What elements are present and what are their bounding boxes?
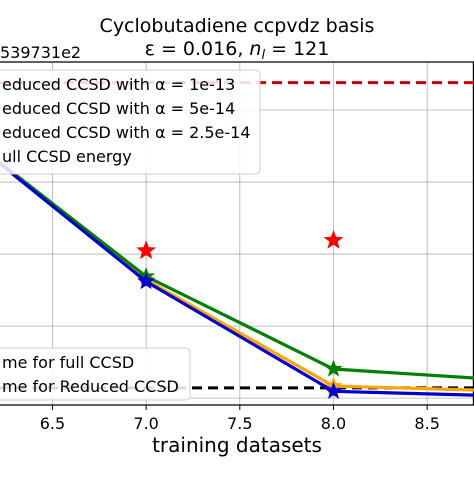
legend-top-label: educed CCSD with α = 5e-14 bbox=[2, 99, 235, 118]
chart-title: Cyclobutadiene ccpvdz basis bbox=[100, 15, 375, 37]
subtitle-sub: l bbox=[261, 48, 265, 63]
legend-bottom-label: me for Reduced CCSD bbox=[2, 377, 179, 396]
legend-top-label: educed CCSD with α = 1e-13 bbox=[2, 75, 235, 94]
series-line bbox=[0, 161, 474, 397]
x-tick-label: 8.0 bbox=[321, 414, 346, 433]
subtitle-suffix: = 121 bbox=[265, 38, 329, 60]
x-axis-label: training datasets bbox=[152, 433, 322, 457]
series-point bbox=[324, 359, 343, 377]
series-point-red-star bbox=[136, 240, 157, 260]
y-offset-label: 539731e2 bbox=[0, 43, 81, 62]
plot-area: 6.5 7.0 7.5 8.0 8.5 educed CCSD with α = 1e-1… bbox=[0, 61, 474, 433]
legend-bottom-box bbox=[0, 347, 191, 401]
chart-subtitle: ε = 0.016, nl = 121 bbox=[145, 38, 330, 63]
legend-top-label: educed CCSD with α = 2.5e-14 bbox=[2, 123, 251, 142]
series-line bbox=[0, 160, 474, 380]
series-point bbox=[137, 272, 156, 290]
legend-bottom-label: me for full CCSD bbox=[2, 353, 134, 372]
legend-top-box bbox=[0, 69, 261, 175]
legend-top-label: ull CCSD energy bbox=[2, 147, 132, 166]
x-tick-label: 7.5 bbox=[227, 414, 252, 433]
x-tick-label: 7.0 bbox=[133, 414, 158, 433]
subtitle-prefix: ε = 0.016, bbox=[145, 38, 250, 60]
x-tick-label: 8.5 bbox=[414, 414, 439, 433]
series-point-red-star bbox=[323, 229, 344, 249]
series-point bbox=[324, 381, 343, 399]
x-tick-label: 6.5 bbox=[40, 414, 65, 433]
subtitle-var: n bbox=[249, 38, 261, 60]
